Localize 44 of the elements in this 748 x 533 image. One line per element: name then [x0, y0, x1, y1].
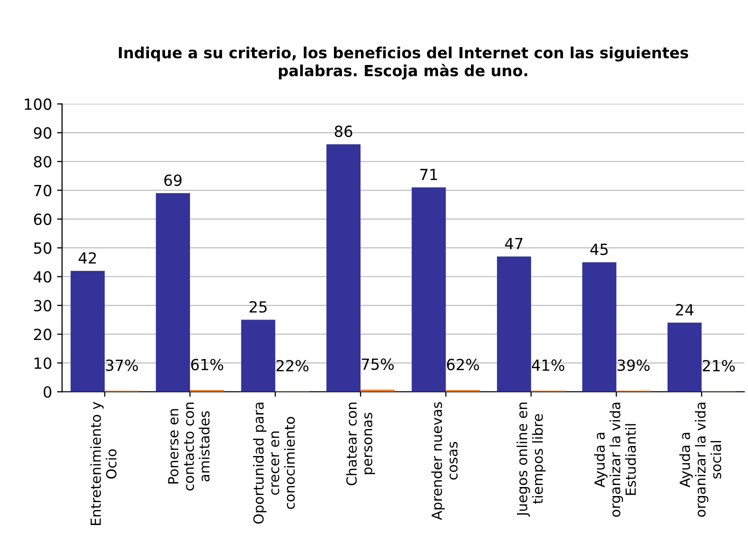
y-tick-label: 40 — [34, 271, 52, 283]
y-tick-label: 80 — [34, 156, 52, 168]
y-tick-label: 70 — [34, 184, 52, 196]
bar — [668, 322, 702, 392]
x-tick-label: Juegos online en tiempos libre — [516, 402, 546, 517]
chart-title: Indique a su criterio, los beneficios del Internet con las siguientes palabras. Escoja màs de uno. — [118, 46, 688, 80]
data-label: 25 — [250, 301, 267, 313]
y-tick-label: 20 — [34, 328, 52, 340]
x-tick-label: Ayuda a organizar la vida social — [679, 402, 722, 517]
data-label: 24 — [676, 304, 694, 316]
data-label: 86 — [334, 126, 352, 138]
data-label: 41% — [532, 359, 564, 371]
data-label: 61% — [191, 358, 224, 370]
data-label: 47 — [505, 238, 522, 250]
y-tick-label: 30 — [34, 300, 52, 312]
x-tick-label: Oportunidad para crecer en conocimiento — [252, 402, 295, 524]
data-label: 45 — [590, 244, 608, 256]
bar — [412, 187, 446, 392]
bar — [496, 256, 532, 392]
y-tick-label: 50 — [34, 242, 52, 254]
bar — [156, 193, 190, 392]
data-label: 62% — [446, 358, 479, 370]
bar — [582, 262, 616, 392]
y-tick-label: 10 — [34, 357, 52, 369]
y-tick-label: 100 — [24, 98, 52, 110]
data-label: 39% — [618, 359, 650, 372]
bar — [70, 270, 105, 392]
bar — [326, 144, 361, 392]
x-tick-label: Ayuda a organizar la vida Estudiantil — [594, 402, 636, 517]
data-label: 69 — [164, 174, 182, 186]
data-label: 75% — [362, 358, 394, 370]
data-label: 37% — [106, 360, 138, 372]
x-tick-label: Chatear con personas — [346, 402, 376, 486]
x-tick-label: Ponerse en contacto con amistades — [168, 402, 210, 491]
data-label: 21% — [702, 360, 735, 372]
y-tick-label: 60 — [34, 214, 52, 226]
x-tick-label: Aprender nuevas cosas — [431, 402, 458, 520]
data-label: 22% — [276, 360, 308, 372]
y-tick-label: 90 — [34, 127, 52, 139]
x-tick-label: Entretenimiento y Ocio — [90, 402, 117, 526]
data-label: 71 — [420, 168, 438, 180]
data-label: 42 — [78, 252, 96, 264]
y-tick-label: 0 — [44, 386, 52, 398]
bar — [241, 320, 276, 392]
